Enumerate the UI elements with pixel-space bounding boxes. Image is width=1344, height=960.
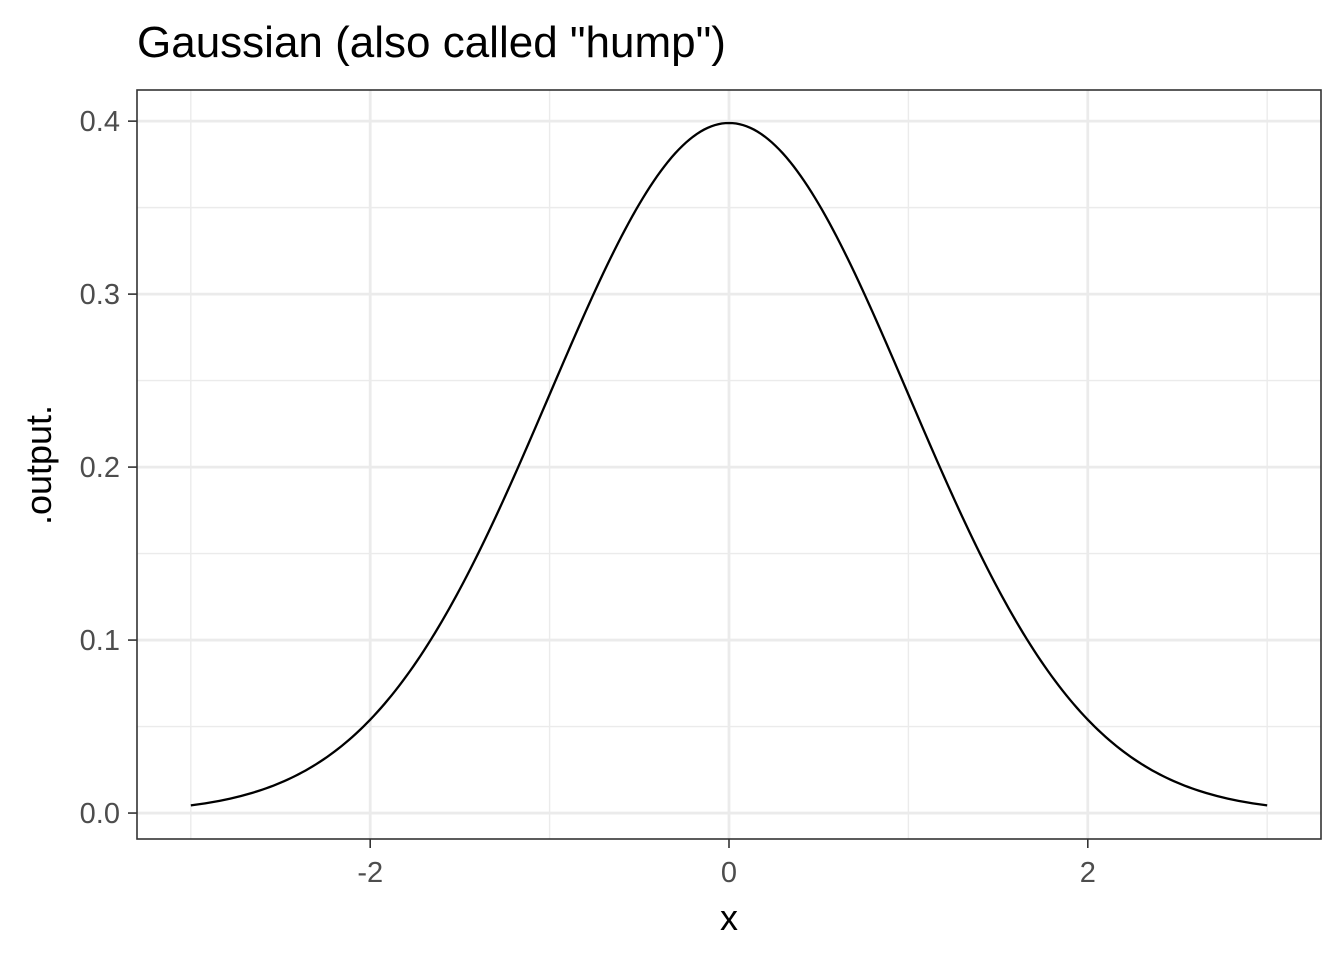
x-tick-label: -2: [357, 857, 383, 889]
y-tick-label: 0.4: [80, 106, 120, 138]
y-tick-label: 0.0: [80, 798, 120, 830]
x-tick-label: 2: [1080, 857, 1096, 889]
x-axis-ticks: -2 0 2: [357, 839, 1096, 889]
x-tick-label: 0: [721, 857, 737, 889]
gaussian-curve: [190, 121, 1268, 807]
major-grid: [137, 90, 1321, 839]
y-tick-label: 0.1: [80, 625, 120, 657]
x-axis-title: x: [720, 897, 738, 938]
chart-title: Gaussian (also called "hump"): [137, 18, 726, 67]
y-tick-label: 0.2: [80, 452, 120, 484]
y-axis-title: .output.: [18, 405, 59, 525]
y-tick-label: 0.3: [80, 279, 120, 311]
y-axis-ticks: 0.0 0.1 0.2 0.3 0.4: [80, 106, 137, 830]
